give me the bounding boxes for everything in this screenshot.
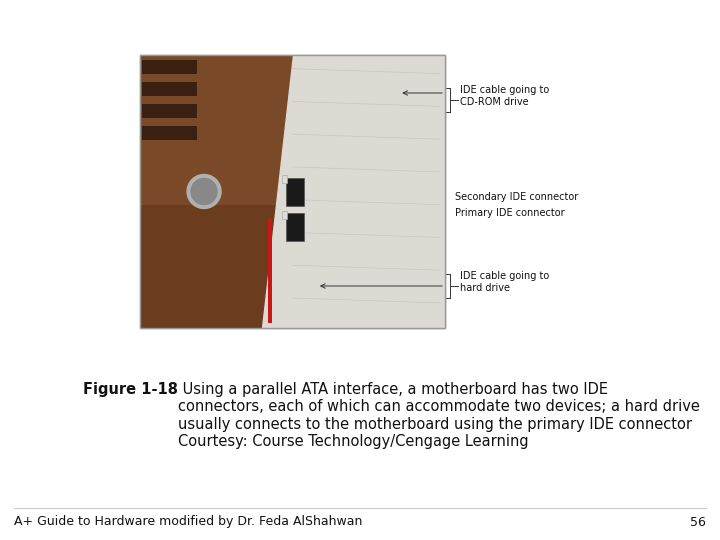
- Text: Figure 1-18: Figure 1-18: [83, 382, 178, 397]
- Bar: [287, 178, 305, 206]
- Bar: [140, 55, 445, 328]
- Polygon shape: [191, 179, 217, 205]
- Bar: [142, 60, 197, 74]
- Polygon shape: [262, 55, 445, 328]
- Bar: [140, 55, 329, 328]
- Bar: [299, 60, 336, 120]
- Text: IDE cable going to
hard drive: IDE cable going to hard drive: [460, 271, 549, 293]
- Bar: [287, 213, 305, 241]
- Text: Using a parallel ATA interface, a motherboard has two IDE
connectors, each of wh: Using a parallel ATA interface, a mother…: [178, 382, 700, 449]
- Text: A+ Guide to Hardware modified by Dr. Feda AlShahwan: A+ Guide to Hardware modified by Dr. Fed…: [14, 516, 362, 529]
- Bar: [282, 211, 287, 219]
- Polygon shape: [187, 174, 221, 208]
- Bar: [140, 205, 329, 328]
- Bar: [142, 104, 197, 118]
- Bar: [268, 219, 272, 322]
- Bar: [142, 82, 197, 96]
- Text: Secondary IDE connector: Secondary IDE connector: [455, 192, 578, 202]
- Text: Primary IDE connector: Primary IDE connector: [455, 208, 564, 218]
- Bar: [282, 175, 287, 183]
- Text: IDE cable going to
CD-ROM drive: IDE cable going to CD-ROM drive: [460, 85, 549, 107]
- Bar: [140, 55, 445, 328]
- Text: 56: 56: [690, 516, 706, 529]
- Bar: [142, 126, 197, 140]
